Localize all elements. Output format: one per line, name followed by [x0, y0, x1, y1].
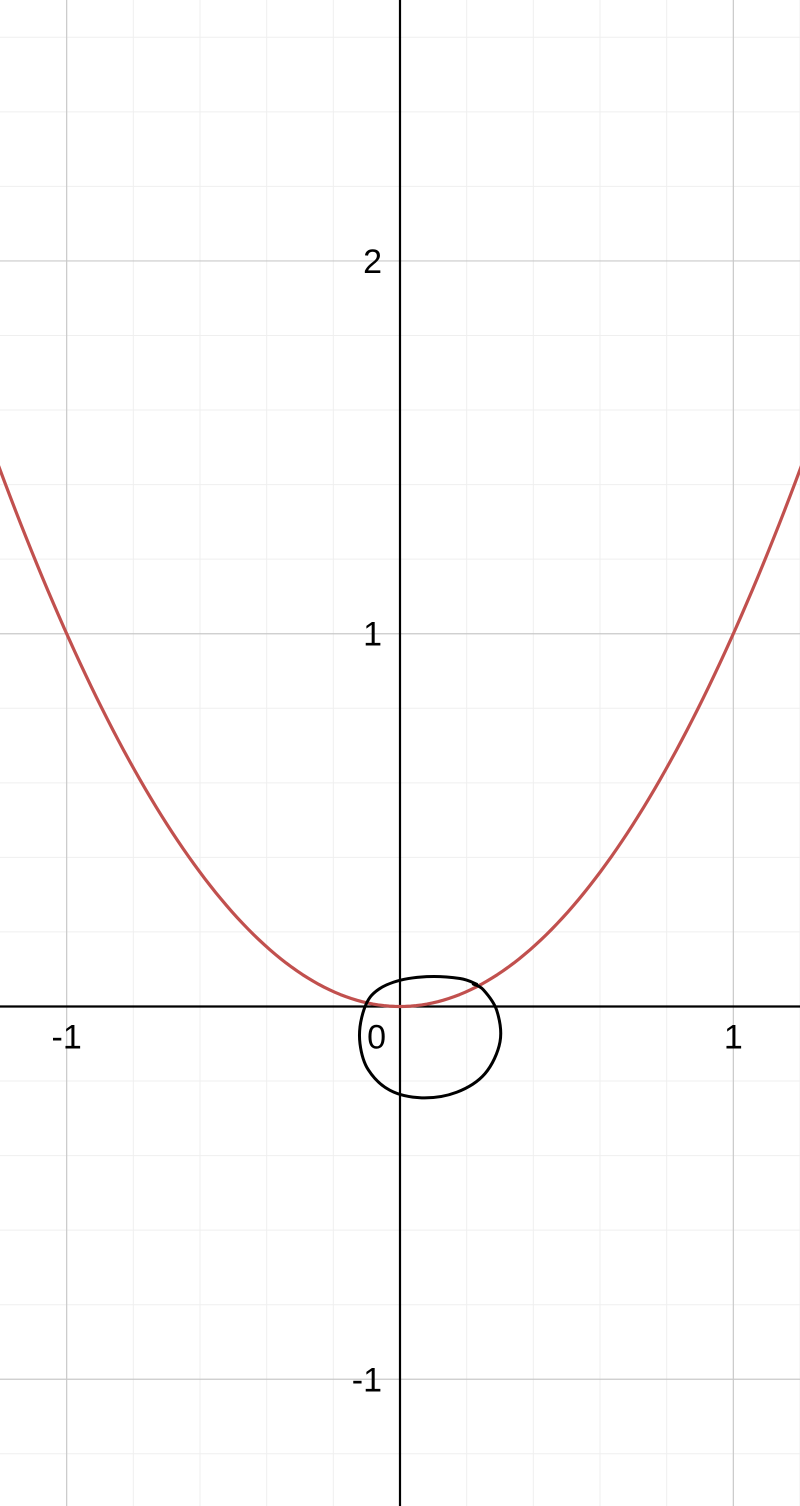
y-tick-label: -1 — [352, 1361, 382, 1399]
x-tick-label: -1 — [52, 1018, 82, 1056]
x-tick-label: 1 — [724, 1018, 743, 1056]
y-tick-label: 1 — [363, 616, 382, 654]
chart-container: -1 0 1 -1 1 2 — [0, 0, 800, 1506]
x-tick-label: 0 — [367, 1018, 386, 1056]
parabola-chart[interactable]: -1 0 1 -1 1 2 — [0, 0, 800, 1506]
y-tick-label: 2 — [363, 243, 382, 281]
